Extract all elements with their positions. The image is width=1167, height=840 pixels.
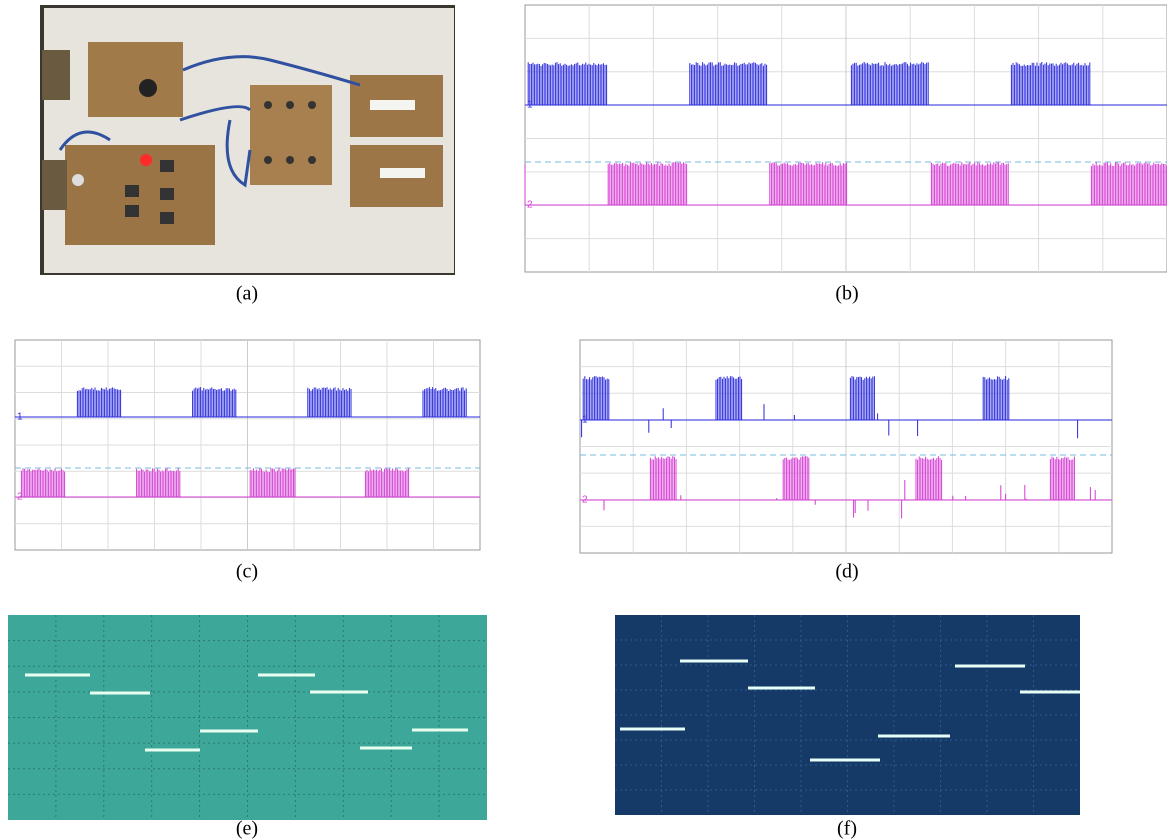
channel-label: 2 <box>582 495 588 506</box>
channel-label: 1 <box>582 415 588 426</box>
caption: (e) <box>236 818 258 840</box>
hardware-photo <box>40 5 455 275</box>
caption: (d) <box>835 561 858 583</box>
channel-label: 2 <box>17 492 23 503</box>
caption: (b) <box>835 283 858 305</box>
figure: 1 2 1 2 1 2 (a) (b) (c) (d) (e) (f) <box>0 0 1167 840</box>
channel-label: 1 <box>527 100 533 111</box>
caption: (a) <box>236 283 258 305</box>
caption: (f) <box>837 818 857 840</box>
channel-label: 2 <box>527 200 533 211</box>
channel-label: 1 <box>17 412 23 423</box>
caption: (c) <box>236 561 258 583</box>
